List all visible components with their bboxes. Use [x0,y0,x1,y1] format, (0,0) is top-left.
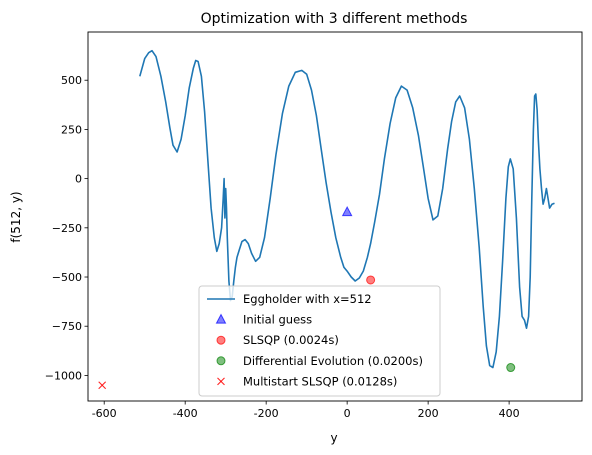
legend: Eggholder with x=512 Initial guess SLSQP (… [198,285,441,397]
axes-frame [87,31,583,402]
axis-ticks: -600 -400 -200 0 200 400 −1000 −750 −500 −250 0 250… [45,74,520,420]
data-point [506,363,516,373]
legend-label: Initial guess [243,313,312,327]
x-tick-label: 400 [499,407,520,420]
y-tick-label: 0 [75,173,82,186]
x-tick-label: 200 [418,407,439,420]
legend-swatch [217,377,225,386]
legend-label: Differential Evolution (0.0200s) [243,354,423,368]
x-tick-label: -200 [254,407,279,420]
x-axis-label: y [330,431,337,445]
legend-swatch-stroke [217,377,225,386]
plot-area [98,49,555,390]
legend-box [198,285,441,397]
legend-label: SLSQP (0.0024s) [243,333,339,347]
y-tick-label: −250 [52,222,82,235]
legend-label: Eggholder with x=512 [243,292,372,306]
data-point-stroke [98,381,107,390]
y-tick-label: 500 [61,74,82,87]
y-tick-label: −500 [52,271,82,284]
y-tick-label: 250 [61,123,82,136]
y-tick-label: −1000 [45,369,82,382]
chart-title: Optimization with 3 different methods [201,11,468,27]
legend-swatch [216,335,226,345]
legend-swatch [216,356,226,366]
x-tick-label: -400 [173,407,198,420]
legend-swatch [215,313,227,324]
legend-label: Multistart SLSQP (0.0128s) [243,374,397,388]
y-axis-label: f(512, y) [9,191,23,242]
data-point [341,206,353,217]
x-tick-label: -600 [92,407,117,420]
series-line [139,49,555,369]
data-point [98,381,107,390]
data-point [366,275,376,285]
y-tick-label: −750 [52,320,82,333]
x-tick-label: 0 [344,407,351,420]
